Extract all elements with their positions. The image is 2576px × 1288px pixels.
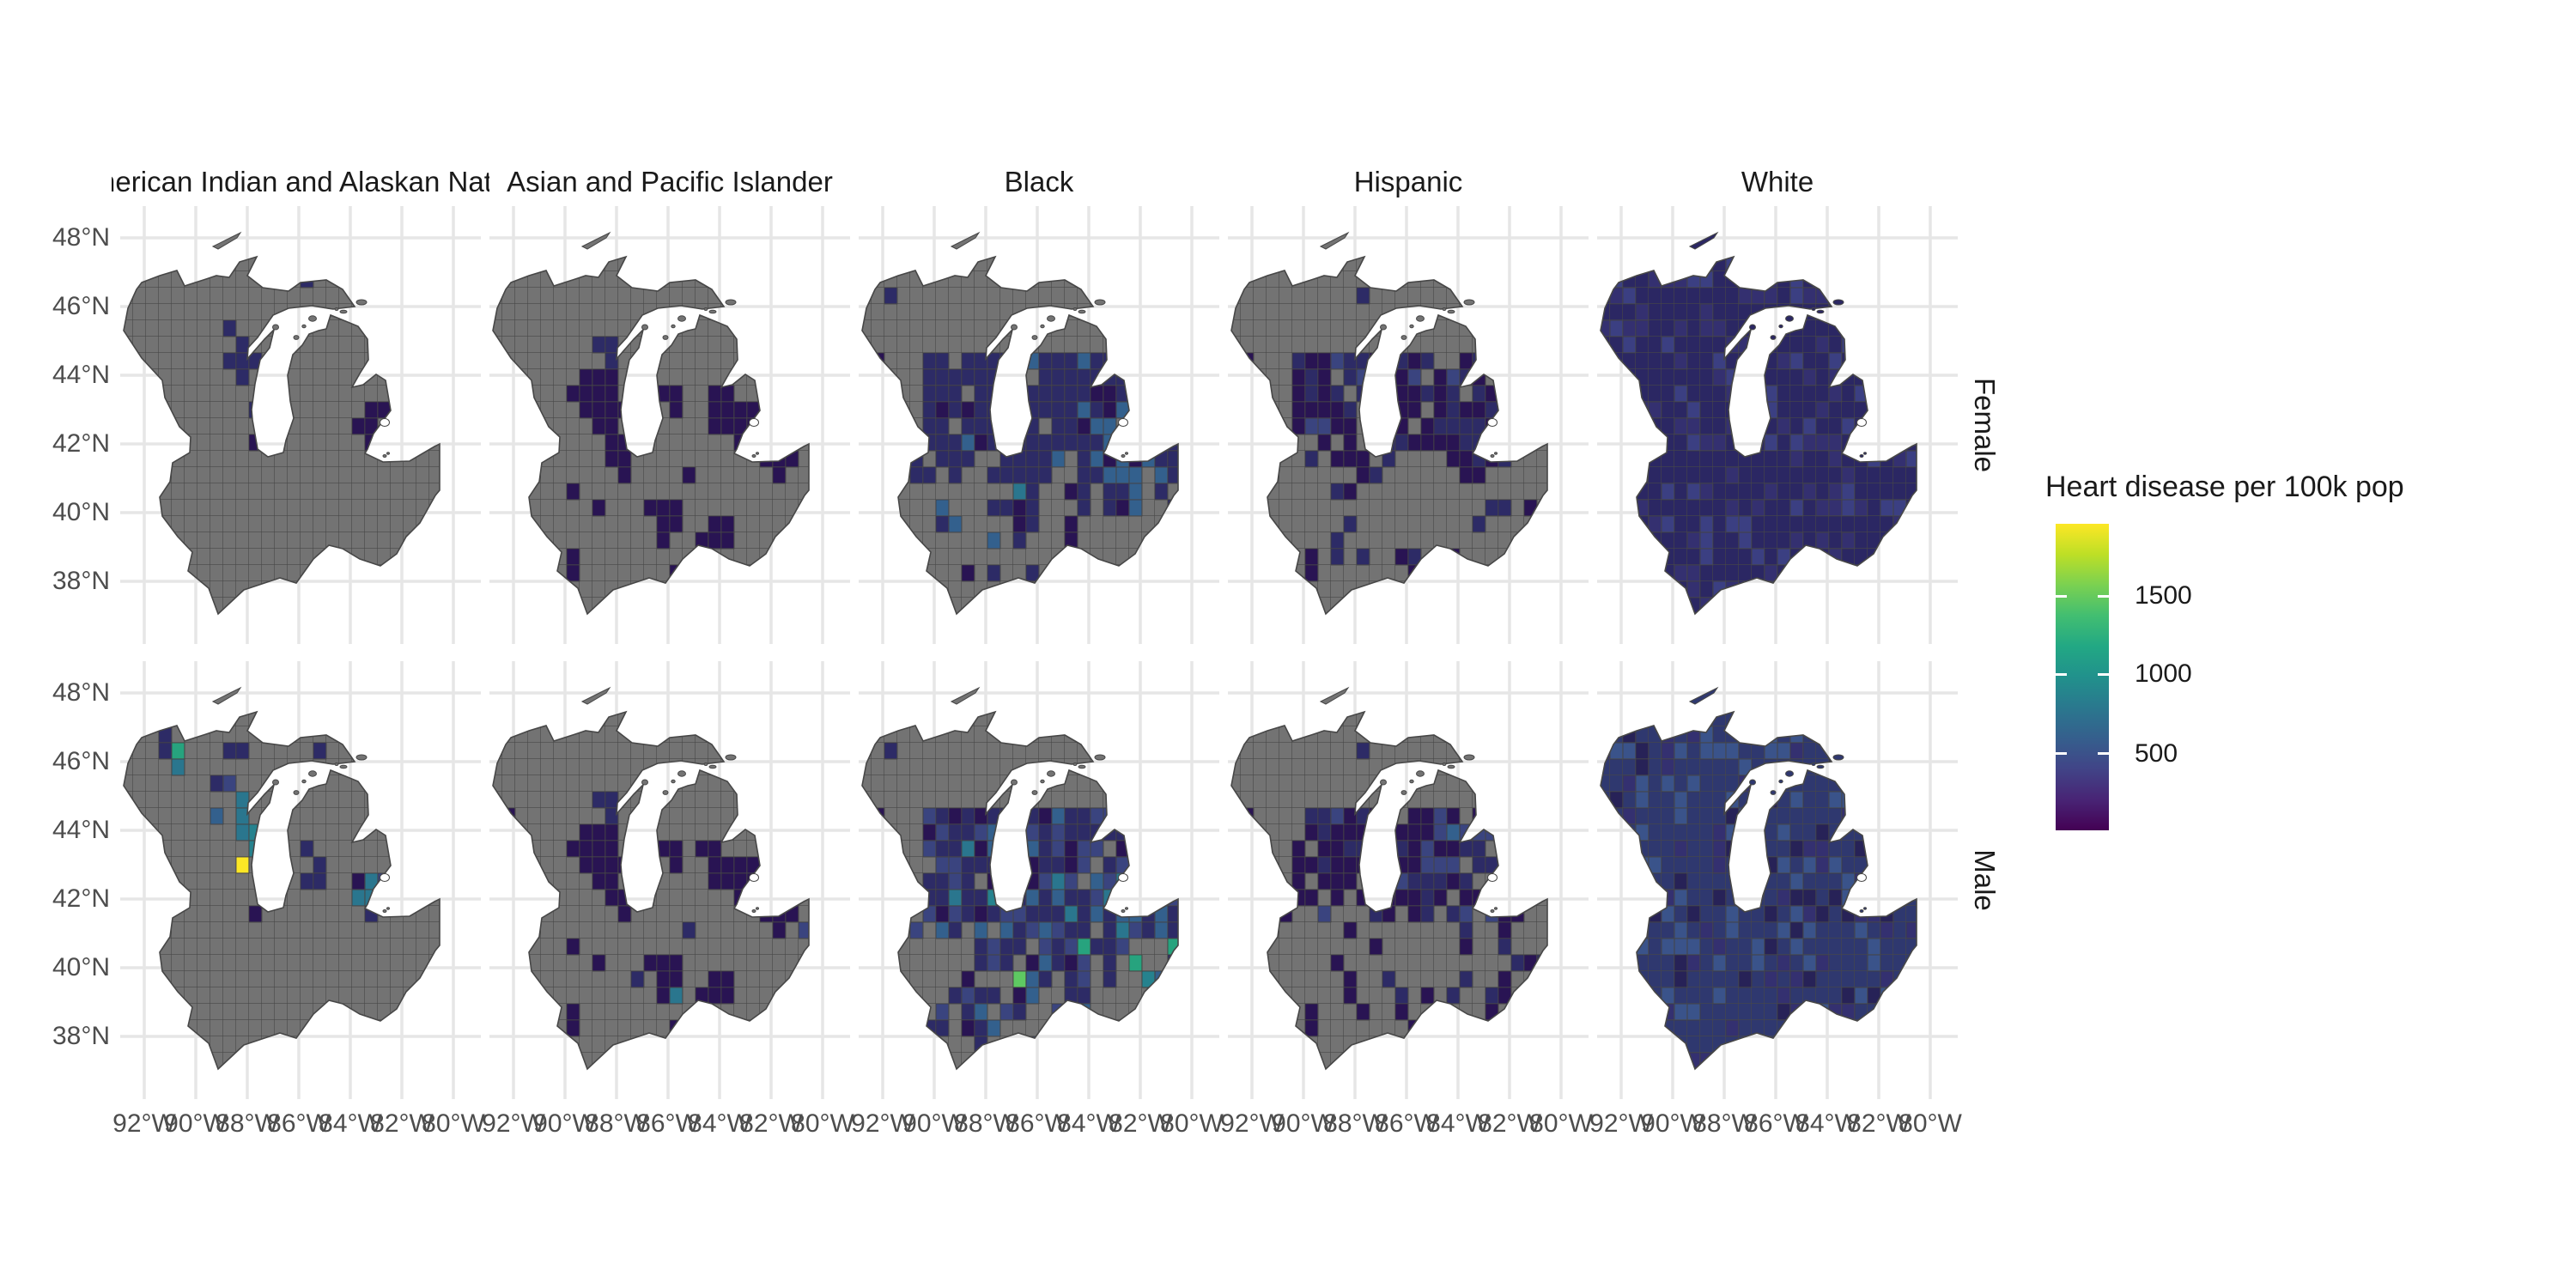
x-tick-label: 84°W [319,1109,382,1138]
x-tick-label: 82°W [370,1109,434,1138]
x-tick-label: 86°W [1005,1109,1069,1138]
facet-row-strip-male: Male [1963,661,2006,1099]
facet-column-title-label: Asian and Pacific Islander [507,166,833,197]
y-tick-label: 48°N [52,678,110,707]
map-panel-female-hispanic [1228,206,1589,644]
legend-tick-mark [2098,752,2109,756]
legend-tick-mark [2056,672,2067,676]
map-panel-female-asian-and-pacific-islander [489,206,850,644]
map-panel-male-american-indian-and-alaskan-native [120,661,481,1099]
y-tick-label: 38°N [52,567,110,595]
x-tick-label: 92°W [482,1109,545,1138]
legend-tick-label: 500 [2135,738,2178,768]
x-tick-label: 82°W [1109,1109,1172,1138]
x-tick-label: 88°W [1692,1109,1756,1138]
x-tick-label: 84°W [1057,1109,1121,1138]
x-tick-label: 84°W [688,1109,751,1138]
map-panel-female-american-indian-and-alaskan-native [120,206,481,644]
x-tick-label: 80°W [1529,1109,1593,1138]
facet-column-title-label: White [1741,166,1814,197]
map-panel-male-asian-and-pacific-islander [489,661,850,1099]
map-panel-male-white [1597,661,1958,1099]
x-tick-label: 80°W [422,1109,485,1138]
legend-colorbar [2056,524,2109,830]
x-tick-label: 88°W [1323,1109,1387,1138]
x-tick-label: 80°W [791,1109,854,1138]
facet-column-title-white: White [1589,163,1966,201]
facet-row-label: Female [1969,377,2002,473]
facet-row-strip-female: Female [1963,206,2006,644]
y-tick-label: 48°N [52,223,110,252]
y-tick-label: 44°N [52,816,110,844]
facet-column-title-label: Black [1004,166,1074,197]
x-tick-label: 80°W [1160,1109,1224,1138]
facet-column-title-label: American Indian and Alaskan Native [112,166,489,197]
x-tick-label: 84°W [1795,1109,1859,1138]
x-tick-label: 92°W [851,1109,914,1138]
x-tick-label: 80°W [1899,1109,1962,1138]
y-tick-label: 40°N [52,953,110,981]
facet-column-title-american-indian: American Indian and Alaskan Native [112,163,489,201]
x-tick-label: 82°W [1847,1109,1911,1138]
x-tick-label: 84°W [1426,1109,1490,1138]
x-tick-label: 92°W [1220,1109,1284,1138]
x-tick-label: 90°W [902,1109,966,1138]
y-tick-label: 38°N [52,1022,110,1050]
x-tick-label: 92°W [112,1109,176,1138]
x-tick-label: 90°W [1272,1109,1335,1138]
legend-title: Heart disease per 100k pop [2045,471,2404,503]
y-tick-label: 46°N [52,292,110,320]
legend-tick-label: 1500 [2135,581,2192,611]
x-tick-label: 90°W [164,1109,228,1138]
map-panel-female-white [1597,206,1958,644]
facet-column-title-hispanic: Hispanic [1219,163,1597,201]
x-tick-label: 90°W [533,1109,597,1138]
facet-column-title-black: Black [850,163,1228,201]
x-tick-label: 86°W [636,1109,700,1138]
x-tick-label: 88°W [585,1109,648,1138]
x-tick-label: 88°W [954,1109,1018,1138]
x-tick-label: 88°W [216,1109,279,1138]
x-tick-label: 86°W [1375,1109,1438,1138]
legend-tick-label: 1000 [2135,659,2192,689]
y-tick-label: 40°N [52,498,110,526]
facet-row-label: Male [1969,849,2001,911]
x-tick-label: 82°W [1478,1109,1541,1138]
map-panel-male-black [859,661,1219,1099]
legend-tick-mark [2098,594,2109,598]
map-panel-female-black [859,206,1219,644]
x-tick-label: 92°W [1589,1109,1653,1138]
x-tick-label: 86°W [1744,1109,1807,1138]
x-tick-label: 90°W [1641,1109,1704,1138]
x-tick-label: 86°W [267,1109,331,1138]
map-panel-male-hispanic [1228,661,1589,1099]
legend-tick-mark [2056,594,2067,598]
x-tick-label: 82°W [739,1109,803,1138]
y-tick-label: 42°N [52,884,110,913]
legend-tick-mark [2056,752,2067,756]
y-tick-label: 44°N [52,361,110,389]
facet-column-title-label: Hispanic [1353,166,1463,197]
y-tick-label: 46°N [52,747,110,775]
legend-tick-mark [2098,672,2109,676]
facet-column-title-asian-pacific: Asian and Pacific Islander [481,163,859,201]
y-tick-label: 42°N [52,429,110,458]
